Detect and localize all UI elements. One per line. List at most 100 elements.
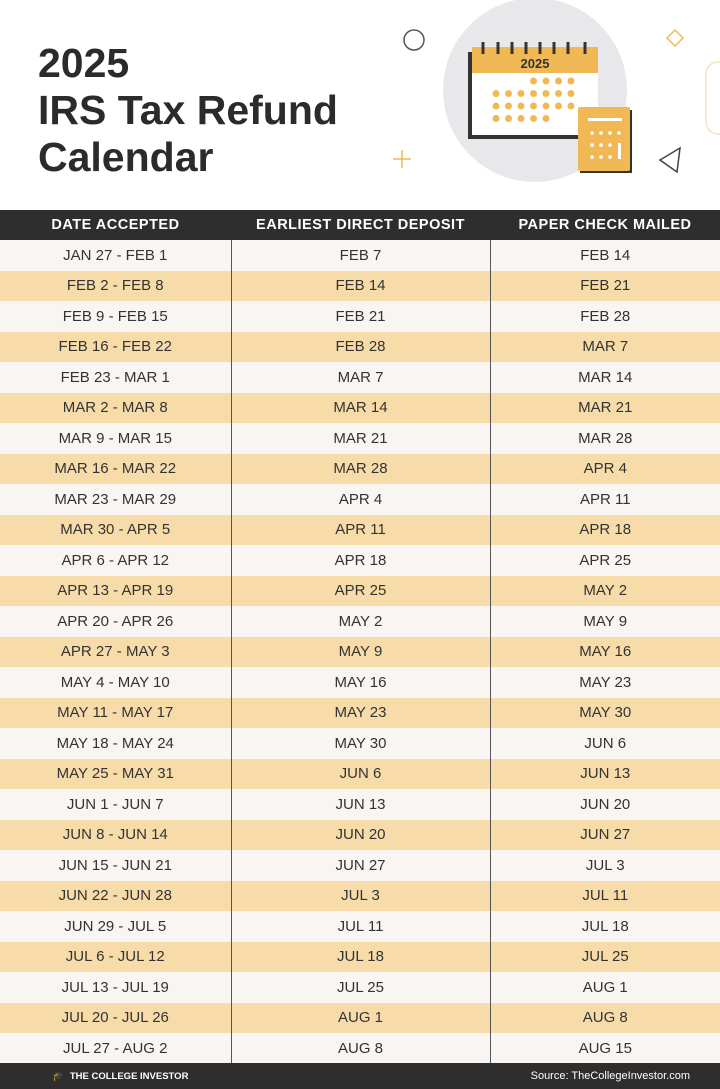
calendar-year: 2025 bbox=[521, 56, 550, 71]
cell-paper-check: MAR 14 bbox=[489, 362, 720, 393]
cell-direct-deposit: APR 18 bbox=[230, 545, 490, 576]
cell-direct-deposit: MAR 14 bbox=[230, 392, 490, 423]
cell-date-accepted: APR 13 - APR 19 bbox=[0, 575, 231, 606]
cell-paper-check: APR 18 bbox=[489, 514, 720, 545]
table-row: MAR 23 - MAR 29 APR 4 APR 11 bbox=[0, 484, 720, 515]
cell-date-accepted: APR 27 - MAY 3 bbox=[0, 636, 231, 667]
cell-paper-check: JUL 3 bbox=[489, 850, 720, 881]
table-row: MAR 9 - MAR 15 MAR 21 MAR 28 bbox=[0, 423, 720, 454]
cell-paper-check: JUL 18 bbox=[489, 911, 720, 942]
source-text: Source: TheCollegeInvestor.com bbox=[530, 1070, 690, 1082]
table-row: JUN 22 - JUN 28 JUL 3 JUL 11 bbox=[0, 880, 720, 911]
header-paper-check: PAPER CHECK MAILED bbox=[490, 210, 720, 240]
cell-paper-check: JUN 20 bbox=[489, 789, 720, 820]
cell-paper-check: MAR 7 bbox=[489, 331, 720, 362]
cell-direct-deposit: MAR 21 bbox=[230, 423, 490, 454]
cell-paper-check: APR 4 bbox=[489, 453, 720, 484]
cell-direct-deposit: MAY 30 bbox=[230, 728, 490, 759]
footer: 🎓 THE COLLEGE INVESTOR Source: TheColleg… bbox=[0, 1063, 720, 1089]
table-row: JUL 27 - AUG 2 AUG 8 AUG 15 bbox=[0, 1033, 720, 1064]
cell-paper-check: APR 25 bbox=[489, 545, 720, 576]
cell-date-accepted: MAR 16 - MAR 22 bbox=[0, 453, 231, 484]
cell-paper-check: MAY 30 bbox=[489, 697, 720, 728]
diamond-icon bbox=[665, 28, 685, 48]
table-row: JUN 29 - JUL 5 JUL 11 JUL 18 bbox=[0, 911, 720, 942]
cell-direct-deposit: JUL 3 bbox=[230, 880, 490, 911]
table-row: JUN 8 - JUN 14 JUN 20 JUN 27 bbox=[0, 819, 720, 850]
header-direct-deposit: EARLIEST DIRECT DEPOSIT bbox=[231, 210, 490, 240]
cell-date-accepted: JUL 13 - JUL 19 bbox=[0, 972, 231, 1003]
cell-paper-check: MAY 9 bbox=[489, 606, 720, 637]
table-row: JAN 27 - FEB 1 FEB 7 FEB 14 bbox=[0, 240, 720, 271]
cell-date-accepted: MAR 30 - APR 5 bbox=[0, 514, 231, 545]
cell-direct-deposit: MAY 16 bbox=[230, 667, 490, 698]
cell-date-accepted: FEB 23 - MAR 1 bbox=[0, 362, 231, 393]
cell-date-accepted: MAR 2 - MAR 8 bbox=[0, 392, 231, 423]
table-row: FEB 23 - MAR 1 MAR 7 MAR 14 bbox=[0, 362, 720, 393]
table-row: APR 20 - APR 26 MAY 2 MAY 9 bbox=[0, 606, 720, 637]
brand-name: THE COLLEGE INVESTOR bbox=[69, 1070, 189, 1082]
refund-calendar-table: DATE ACCEPTED EARLIEST DIRECT DEPOSIT PA… bbox=[0, 210, 720, 1064]
cell-paper-check: JUN 6 bbox=[489, 728, 720, 759]
cell-direct-deposit: APR 11 bbox=[230, 514, 490, 545]
cell-direct-deposit: APR 25 bbox=[230, 575, 490, 606]
cell-date-accepted: MAY 25 - MAY 31 bbox=[0, 758, 231, 789]
cell-direct-deposit: JUN 27 bbox=[230, 850, 490, 881]
cell-direct-deposit: JUL 11 bbox=[230, 911, 490, 942]
cell-paper-check: FEB 28 bbox=[489, 301, 720, 332]
cell-direct-deposit: JUL 18 bbox=[230, 941, 490, 972]
table-row: MAR 2 - MAR 8 MAR 14 MAR 21 bbox=[0, 392, 720, 423]
cell-date-accepted: JUN 15 - JUN 21 bbox=[0, 850, 231, 881]
cell-date-accepted: APR 6 - APR 12 bbox=[0, 545, 231, 576]
triangle-icon bbox=[658, 146, 681, 174]
cell-date-accepted: MAR 23 - MAR 29 bbox=[0, 484, 231, 515]
cell-date-accepted: JUL 6 - JUL 12 bbox=[0, 941, 231, 972]
table-row: MAY 25 - MAY 31 JUN 6 JUN 13 bbox=[0, 758, 720, 789]
circle-icon bbox=[403, 29, 425, 51]
cell-date-accepted: JUN 1 - JUN 7 bbox=[0, 789, 231, 820]
table-row: JUN 1 - JUN 7 JUN 13 JUN 20 bbox=[0, 789, 720, 820]
cell-date-accepted: MAR 9 - MAR 15 bbox=[0, 423, 231, 454]
table-row: APR 13 - APR 19 APR 25 MAY 2 bbox=[0, 575, 720, 606]
cell-date-accepted: APR 20 - APR 26 bbox=[0, 606, 231, 637]
cell-paper-check: AUG 8 bbox=[489, 1002, 720, 1033]
cell-paper-check: JUN 13 bbox=[489, 758, 720, 789]
graduation-cap-icon: 🎓 bbox=[52, 1070, 64, 1082]
table-row: JUL 6 - JUL 12 JUL 18 JUL 25 bbox=[0, 941, 720, 972]
cell-date-accepted: JUL 20 - JUL 26 bbox=[0, 1002, 231, 1033]
table-row: JUN 15 - JUN 21 JUN 27 JUL 3 bbox=[0, 850, 720, 881]
cell-paper-check: MAR 21 bbox=[489, 392, 720, 423]
cell-paper-check: FEB 21 bbox=[489, 270, 720, 301]
table-row: MAY 4 - MAY 10 MAY 16 MAY 23 bbox=[0, 667, 720, 698]
cell-paper-check: AUG 15 bbox=[489, 1033, 720, 1064]
table-row: MAR 30 - APR 5 APR 11 APR 18 bbox=[0, 514, 720, 545]
cell-direct-deposit: MAY 9 bbox=[230, 636, 490, 667]
cell-direct-deposit: JUN 13 bbox=[230, 789, 490, 820]
cell-date-accepted: FEB 16 - FEB 22 bbox=[0, 331, 231, 362]
cell-direct-deposit: AUG 1 bbox=[230, 1002, 490, 1033]
cell-paper-check: JUL 11 bbox=[489, 880, 720, 911]
table-row: APR 27 - MAY 3 MAY 9 MAY 16 bbox=[0, 636, 720, 667]
cell-direct-deposit: JUN 6 bbox=[230, 758, 490, 789]
cell-direct-deposit: AUG 8 bbox=[230, 1033, 490, 1064]
calendar-illustration: 2025 bbox=[393, 0, 720, 182]
table-row: FEB 9 - FEB 15 FEB 21 FEB 28 bbox=[0, 301, 720, 332]
cell-direct-deposit: MAY 23 bbox=[230, 697, 490, 728]
cell-direct-deposit: MAR 7 bbox=[230, 362, 490, 393]
cell-direct-deposit: APR 4 bbox=[230, 484, 490, 515]
cell-paper-check: MAY 23 bbox=[489, 667, 720, 698]
header-date-accepted: DATE ACCEPTED bbox=[0, 210, 231, 240]
cell-paper-check: MAR 28 bbox=[489, 423, 720, 454]
table-row: MAY 11 - MAY 17 MAY 23 MAY 30 bbox=[0, 697, 720, 728]
cell-direct-deposit: FEB 21 bbox=[230, 301, 490, 332]
cell-paper-check: FEB 14 bbox=[489, 240, 720, 271]
cell-date-accepted: FEB 2 - FEB 8 bbox=[0, 270, 231, 301]
page-title: 2025 IRS Tax Refund Calendar bbox=[38, 40, 338, 180]
cell-date-accepted: JUN 22 - JUN 28 bbox=[0, 880, 231, 911]
cell-date-accepted: JAN 27 - FEB 1 bbox=[0, 240, 231, 271]
cell-direct-deposit: MAR 28 bbox=[230, 453, 490, 484]
table-row: APR 6 - APR 12 APR 18 APR 25 bbox=[0, 545, 720, 576]
cell-date-accepted: MAY 18 - MAY 24 bbox=[0, 728, 231, 759]
table-row: JUL 13 - JUL 19 JUL 25 AUG 1 bbox=[0, 972, 720, 1003]
cell-direct-deposit: FEB 7 bbox=[230, 240, 490, 271]
